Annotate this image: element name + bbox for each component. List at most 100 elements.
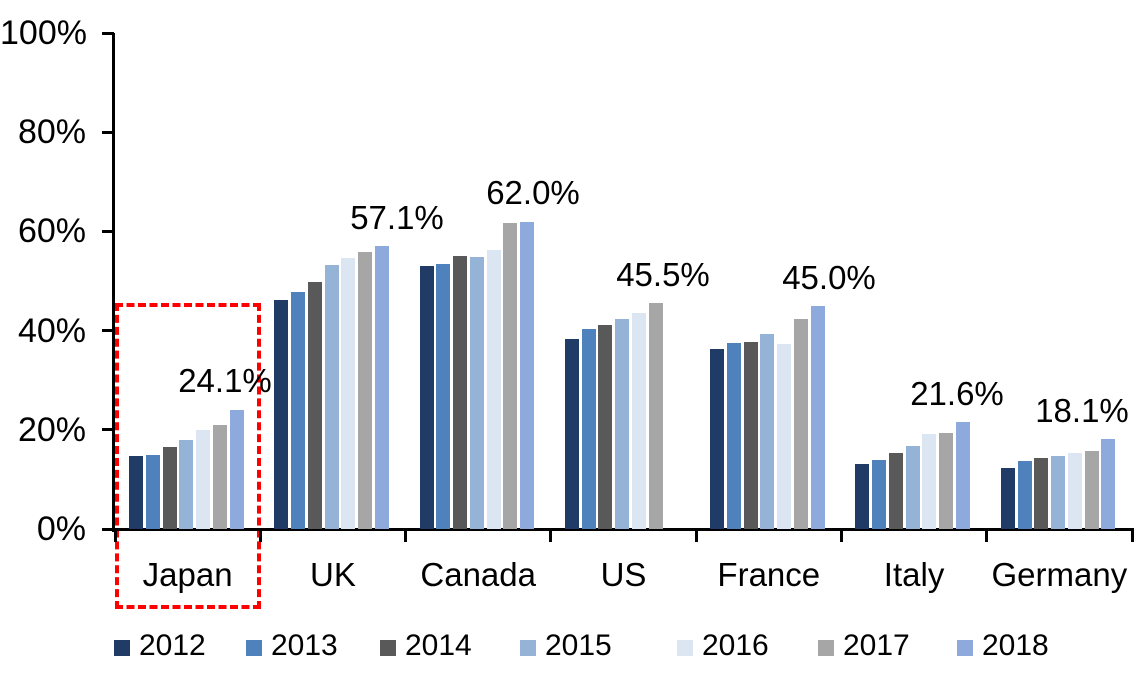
x-axis-tick (1130, 529, 1134, 542)
legend-item-2015: 2015 (520, 630, 612, 662)
y-axis-tick (102, 229, 114, 233)
x-axis-tick (839, 529, 843, 542)
bar-italy-2018 (956, 421, 970, 529)
legend-swatch-2014 (380, 639, 396, 656)
bar-germany-2012 (1000, 467, 1015, 529)
y-axis-tick (102, 527, 114, 531)
y-axis-tick (102, 31, 114, 35)
y-axis-label: 0% (36, 510, 86, 548)
bar-canada-2012 (419, 266, 434, 529)
bar-japan-2017 (212, 424, 227, 529)
legend-swatch-2015 (520, 639, 536, 656)
bar-france-2018 (810, 305, 825, 529)
bar-germany-2014 (1034, 458, 1049, 529)
japan-highlight-box (115, 303, 261, 609)
bar-canada-2016 (486, 250, 501, 529)
bar-italy-2012 (855, 463, 870, 529)
data-label-france: 45.0% (782, 259, 876, 296)
bar-germany-2018 (1101, 439, 1116, 529)
bar-uk-2015 (324, 264, 339, 529)
x-axis-tick (694, 529, 698, 542)
bar-italy-2013 (872, 459, 887, 529)
data-label-germany: 18.1% (1035, 392, 1129, 429)
legend-swatch-2016 (677, 639, 693, 656)
legend-item-2013: 2013 (246, 630, 338, 662)
bar-japan-2013 (145, 454, 160, 529)
bar-japan-2014 (162, 446, 177, 529)
bar-canada-2015 (469, 257, 484, 529)
bar-uk-2014 (307, 281, 322, 529)
bar-us-2012 (564, 338, 579, 529)
bar-uk-2012 (274, 299, 289, 529)
x-axis-label-italy: Italy (883, 556, 945, 593)
data-label-japan: 24.1% (178, 362, 272, 399)
legend-swatch-2013 (246, 639, 262, 656)
bar-germany-2013 (1017, 460, 1032, 529)
legend-label-2017: 2017 (843, 629, 910, 662)
bar-france-2013 (726, 342, 741, 529)
x-axis-tick (113, 529, 117, 542)
bar-germany-2017 (1084, 451, 1099, 529)
y-axis-label: 60% (17, 212, 86, 251)
legend-label-2018: 2018 (982, 629, 1049, 662)
bar-france-2012 (710, 348, 725, 529)
x-axis-line (112, 528, 1134, 531)
bar-canada-2013 (436, 264, 451, 529)
x-axis-label-us: US (600, 556, 647, 593)
bar-italy-2016 (922, 433, 937, 529)
bar-france-2017 (793, 319, 808, 529)
legend-item-2014: 2014 (380, 630, 472, 662)
data-label-italy: 21.6% (910, 375, 1004, 412)
legend-item-2012: 2012 (114, 630, 206, 662)
legend-item-2016: 2016 (677, 630, 769, 662)
legend-label-2012: 2012 (139, 629, 206, 662)
legend-swatch-2018 (957, 639, 973, 656)
data-label-uk: 57.1% (350, 199, 444, 236)
x-axis-tick (549, 529, 553, 542)
bar-germany-2016 (1067, 452, 1082, 529)
bar-japan-2018 (229, 409, 244, 529)
bar-italy-2015 (905, 445, 920, 529)
bar-us-2013 (581, 329, 596, 529)
legend-item-2017: 2017 (818, 630, 910, 662)
bar-germany-2015 (1051, 455, 1065, 529)
legend-label-2016: 2016 (702, 629, 769, 662)
bar-france-2016 (777, 343, 792, 529)
bar-japan-2016 (196, 430, 210, 529)
y-axis-line (112, 33, 115, 532)
legend-swatch-2017 (818, 639, 834, 656)
bar-italy-2017 (939, 433, 954, 529)
bar-japan-2012 (129, 455, 143, 529)
legend-label-2013: 2013 (271, 629, 338, 662)
x-axis-tick (404, 529, 408, 542)
legend-label-2014: 2014 (405, 629, 472, 662)
bar-us-2015 (615, 319, 630, 529)
x-axis-tick (258, 529, 262, 542)
y-axis-label: 20% (17, 410, 86, 449)
bar-japan-2015 (179, 439, 194, 529)
y-axis-tick (102, 130, 114, 134)
bar-us-2017 (648, 303, 663, 529)
data-label-canada: 62.0% (486, 174, 580, 211)
bar-uk-2013 (291, 292, 305, 529)
x-axis-label-uk: UK (310, 556, 356, 593)
x-axis-label-canada: Canada (420, 556, 536, 593)
bar-france-2015 (760, 334, 775, 529)
bar-uk-2017 (358, 252, 373, 529)
legend-item-2018: 2018 (957, 630, 1049, 662)
x-axis-label-japan: Japan (142, 556, 233, 593)
bar-uk-2018 (374, 245, 389, 529)
bar-us-2016 (631, 312, 646, 529)
bar-us-2014 (598, 324, 613, 529)
y-axis-tick (102, 329, 114, 333)
y-axis-label: 100% (0, 14, 87, 52)
bar-canada-2017 (503, 222, 518, 529)
x-axis-tick (985, 529, 989, 542)
x-axis-label-germany: Germany (991, 556, 1128, 593)
y-axis-tick (102, 428, 114, 432)
data-label-us: 45.5% (616, 256, 710, 293)
legend-label-2015: 2015 (545, 629, 612, 662)
legend-swatch-2012 (114, 639, 130, 656)
bar-france-2014 (743, 342, 758, 529)
